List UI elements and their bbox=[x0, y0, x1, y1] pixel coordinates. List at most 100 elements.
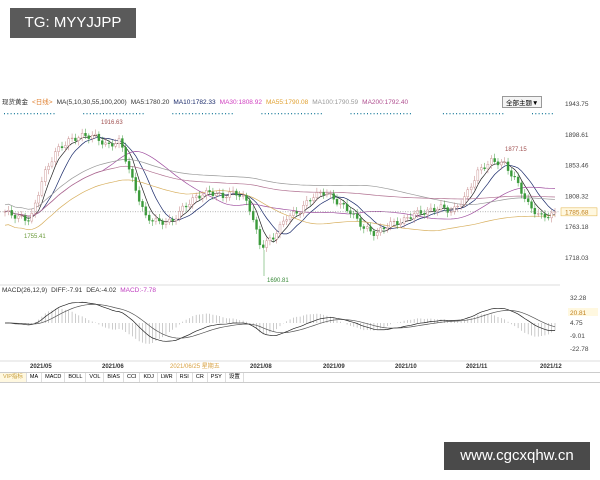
signal-dot bbox=[274, 113, 276, 115]
dea-line bbox=[4, 303, 556, 339]
tab-PSY[interactable]: PSY bbox=[208, 373, 226, 382]
signal-dot bbox=[116, 113, 118, 115]
signal-dot bbox=[4, 113, 5, 115]
tab-VIP指标[interactable]: VIP指标 bbox=[0, 373, 27, 382]
candle bbox=[362, 226, 366, 229]
candle bbox=[225, 197, 228, 199]
signal-dot bbox=[462, 113, 464, 115]
candle bbox=[292, 211, 295, 216]
candle bbox=[282, 220, 285, 225]
ma30-line bbox=[4, 151, 556, 220]
tab-设置[interactable]: 设置 bbox=[226, 373, 244, 382]
candle bbox=[365, 226, 369, 229]
candle bbox=[493, 158, 496, 162]
signal-dot bbox=[456, 113, 458, 115]
candle bbox=[137, 190, 141, 202]
macd-tick: -9.01 bbox=[570, 333, 585, 340]
tab-BOLL[interactable]: BOLL bbox=[65, 373, 87, 382]
signal-dot bbox=[17, 113, 19, 115]
signal-dot bbox=[40, 113, 42, 115]
tab-CR[interactable]: CR bbox=[193, 373, 208, 382]
candle bbox=[382, 227, 386, 230]
candle bbox=[141, 201, 144, 207]
macd-tick: 32.28 bbox=[570, 295, 587, 302]
indicator-tabs: VIP指标 MA MACD BOLL VOL BIAS CCI KDJ LWR RSI CR PSY 设… bbox=[0, 372, 600, 383]
candle bbox=[241, 195, 245, 197]
candle bbox=[329, 193, 332, 195]
candle bbox=[255, 219, 258, 230]
candle bbox=[332, 193, 335, 200]
tab-LWR[interactable]: LWR bbox=[158, 373, 177, 382]
candle bbox=[547, 217, 550, 219]
signal-dot bbox=[363, 113, 365, 115]
macd-tick: 4.75 bbox=[570, 320, 583, 327]
price-tick: 1898.61 bbox=[565, 132, 589, 139]
candle bbox=[352, 213, 355, 215]
current-price-box bbox=[560, 207, 598, 217]
candle bbox=[473, 180, 476, 188]
watermark-bottom: www.cgcxqhw.cn bbox=[444, 442, 590, 470]
signal-dot bbox=[43, 113, 45, 115]
tab-KDJ[interactable]: KDJ bbox=[140, 373, 158, 382]
tab-CCI[interactable]: CCI bbox=[124, 373, 141, 382]
candle bbox=[278, 224, 282, 234]
signal-dot bbox=[33, 113, 35, 115]
instrument-title: 现货黄金 bbox=[2, 99, 28, 106]
candle bbox=[369, 226, 372, 232]
signal-dot bbox=[208, 113, 210, 115]
candle bbox=[161, 220, 164, 225]
tab-MACD[interactable]: MACD bbox=[42, 373, 66, 382]
candle bbox=[463, 196, 466, 205]
tab-MA[interactable]: MA bbox=[27, 373, 43, 382]
price-tick: 1853.46 bbox=[565, 163, 589, 170]
signal-dot bbox=[466, 113, 467, 115]
signal-dot bbox=[83, 113, 85, 115]
candle bbox=[50, 161, 54, 167]
candle bbox=[20, 215, 23, 217]
candle bbox=[423, 213, 426, 215]
ma-value-5: MA200:1792.40 bbox=[362, 99, 409, 106]
x-tick: 2021/05 bbox=[30, 364, 52, 370]
candle bbox=[114, 143, 117, 147]
candle bbox=[540, 213, 543, 215]
signal-dot bbox=[409, 113, 411, 115]
ma-params[interactable]: MA(5,10,30,55,100,200) bbox=[56, 99, 127, 106]
candle bbox=[37, 195, 40, 204]
period-selector[interactable]: <日线> bbox=[32, 99, 53, 106]
candle bbox=[312, 197, 315, 201]
signal-dot bbox=[175, 113, 177, 115]
price-tick: 1943.75 bbox=[565, 101, 589, 108]
high-label: 1916.63 bbox=[101, 120, 123, 126]
tab-RSI[interactable]: RSI bbox=[177, 373, 193, 382]
subject-button[interactable]: 全部主题▼ bbox=[502, 96, 543, 108]
candle bbox=[537, 213, 540, 215]
candle bbox=[302, 205, 305, 214]
signal-dot bbox=[370, 113, 372, 115]
candle bbox=[251, 210, 255, 221]
signal-dot bbox=[492, 113, 494, 115]
macd-tick: -22.78 bbox=[570, 346, 589, 353]
tab-VOL[interactable]: VOL bbox=[86, 373, 105, 382]
signal-dot bbox=[23, 113, 25, 115]
candle bbox=[349, 210, 352, 214]
signal-dot bbox=[390, 113, 392, 115]
candle bbox=[409, 217, 412, 219]
signal-dot bbox=[545, 113, 547, 115]
price-tick: 1808.32 bbox=[565, 193, 589, 200]
ma-value-3: MA55:1790.08 bbox=[265, 99, 309, 106]
price-chart[interactable]: 1943.75 1898.61 1853.46 1808.32 1763.18 1718.… bbox=[0, 0, 600, 372]
signal-dot bbox=[112, 113, 114, 115]
signal-dot bbox=[459, 113, 461, 115]
signal-dot bbox=[271, 113, 273, 115]
tab-BIAS[interactable]: BIAS bbox=[104, 373, 124, 382]
signal-dot bbox=[261, 113, 263, 115]
candle bbox=[379, 227, 382, 233]
candle bbox=[396, 221, 399, 225]
candle bbox=[218, 192, 221, 194]
signal-dot bbox=[205, 113, 207, 115]
macd-value: MACD:-7.78 bbox=[120, 287, 156, 294]
signal-dot bbox=[99, 113, 101, 115]
signal-dot bbox=[301, 113, 302, 115]
candle bbox=[298, 212, 302, 214]
candle bbox=[121, 138, 124, 148]
